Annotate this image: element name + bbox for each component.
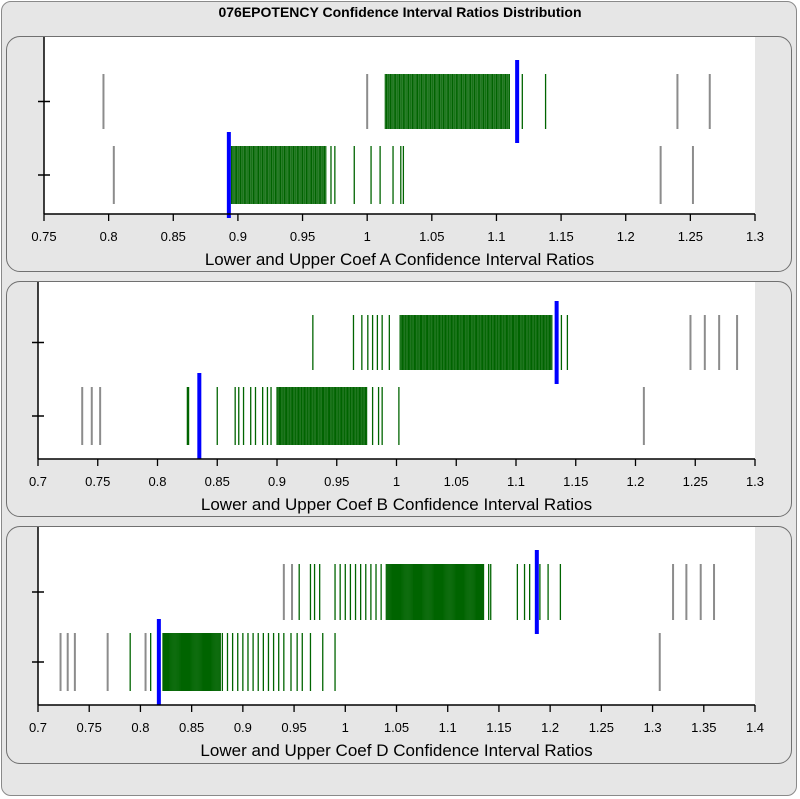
x-tick-label: 0.95: [281, 720, 306, 735]
panel-coef-d: 0.7 0.75 0.8 0.85 0.9 0.95 1 1.05 1.1 1.15 1.2 1.25…: [6, 526, 792, 764]
strip-chart-coef-b: 0.7 0.75 0.8 0.85 0.9 0.95 1 1.05 1.1 1.15 1.2 1.25…: [29, 282, 764, 514]
x-tick-label: 1.4: [746, 720, 764, 735]
x-tick-label: 1.25: [589, 720, 614, 735]
x-tick-label: 0.85: [161, 229, 186, 244]
chart-title: 076EPOTENCY Confidence Interval Ratios D…: [218, 4, 582, 20]
plot-area: [38, 282, 755, 459]
x-tick-label: 1.35: [691, 720, 716, 735]
x-tick-label: 1.15: [548, 229, 573, 244]
x-tick-label: 1.3: [644, 720, 662, 735]
x-tick-label: 0.9: [268, 474, 286, 489]
x-tick-label: 1.3: [746, 229, 764, 244]
x-tick-label: 0.85: [205, 474, 230, 489]
x-axis-title: Lower and Upper Coef B Confidence Interv…: [201, 495, 592, 514]
x-tick-label: 0.85: [179, 720, 204, 735]
x-axis-title: Lower and Upper Coef D Confidence Interv…: [200, 741, 592, 760]
x-tick-label: 1.05: [384, 720, 409, 735]
x-tick-label: 1: [342, 720, 349, 735]
panel-coef-b: 0.7 0.75 0.8 0.85 0.9 0.95 1 1.05 1.1 1.15 1.2 1.25…: [6, 281, 792, 517]
x-tick-label: 0.8: [148, 474, 166, 489]
x-tick-label: 0.8: [131, 720, 149, 735]
x-axis-title: Lower and Upper Coef A Confidence Interv…: [205, 250, 594, 269]
x-tick-label: 0.75: [31, 229, 56, 244]
x-tick-label: 1.2: [617, 229, 635, 244]
x-tick-label: 0.7: [29, 474, 47, 489]
x-tick-label: 0.75: [77, 720, 102, 735]
x-tick-label: 0.9: [234, 720, 252, 735]
strip-chart-coef-a: 0.75 0.8 0.85 0.9 0.95 1 1.05 1.1 1.15 1.2 1.25 1.3…: [31, 37, 764, 269]
x-tick-label: 0.95: [324, 474, 349, 489]
x-tick-label: 1.1: [487, 229, 505, 244]
x-tick-label: 1.1: [439, 720, 457, 735]
x-tick-label: 1.25: [678, 229, 703, 244]
x-tick-label: 1.1: [507, 474, 525, 489]
x-tick-label: 1.25: [683, 474, 708, 489]
x-tick-label: 1.2: [626, 474, 644, 489]
x-tick-label: 1.15: [486, 720, 511, 735]
panel-coef-a: 0.75 0.8 0.85 0.9 0.95 1 1.05 1.1 1.15 1.2 1.25 1.3…: [6, 36, 792, 272]
x-tick-label: 0.9: [229, 229, 247, 244]
x-tick-label: 1: [393, 474, 400, 489]
x-tick-label: 0.8: [100, 229, 118, 244]
x-tick-label: 1.05: [444, 474, 469, 489]
x-tick-label: 0.75: [85, 474, 110, 489]
x-tick-label: 1.3: [746, 474, 764, 489]
x-tick-label: 1.2: [541, 720, 559, 735]
x-tick-label: 1.15: [563, 474, 588, 489]
x-tick-label: 0.95: [290, 229, 315, 244]
x-tick-label: 1: [364, 229, 371, 244]
x-tick-label: 0.7: [29, 720, 47, 735]
x-tick-label: 1.05: [419, 229, 444, 244]
strip-chart-coef-d: 0.7 0.75 0.8 0.85 0.9 0.95 1 1.05 1.1 1.15 1.2 1.25…: [29, 527, 764, 760]
